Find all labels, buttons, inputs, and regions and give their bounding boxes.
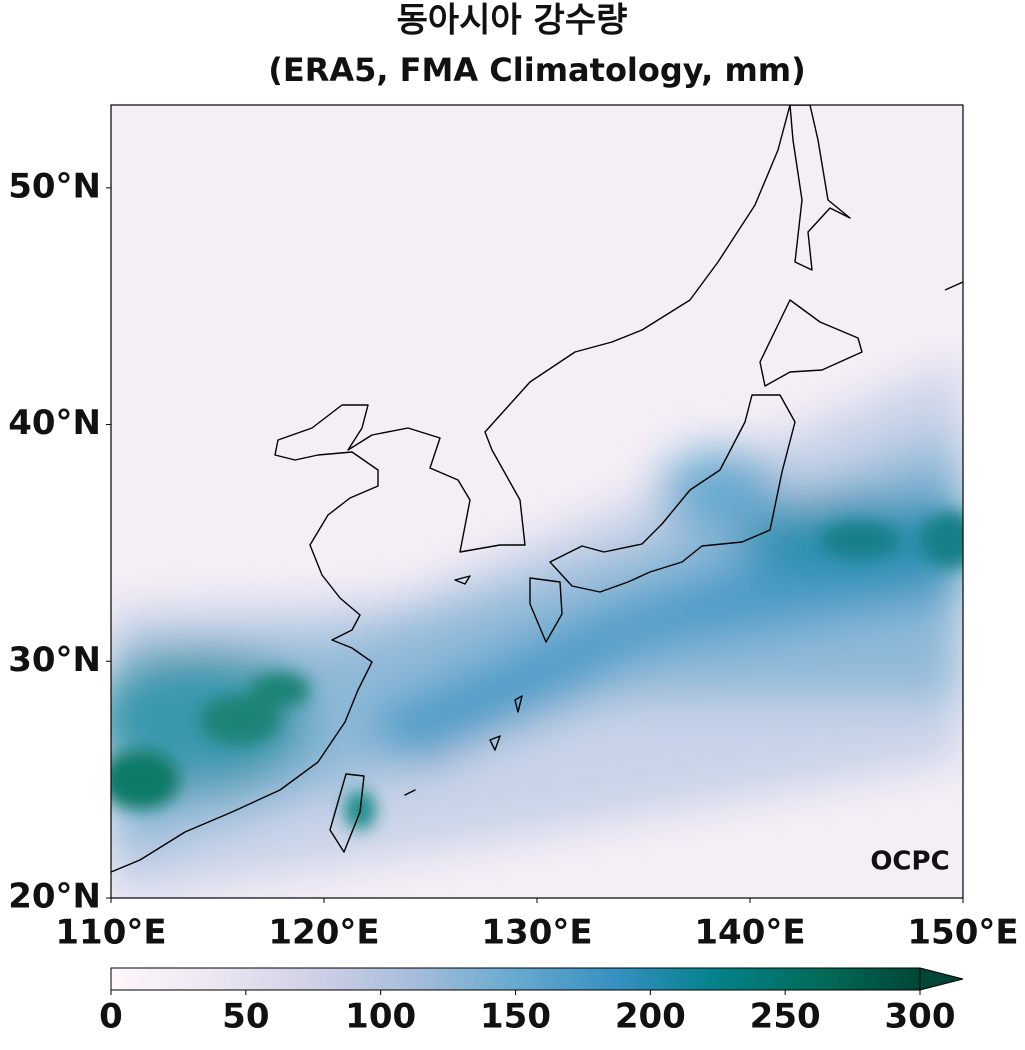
colorbar-body — [110, 967, 921, 991]
subtitle: (ERA5, FMA Climatology, mm) — [268, 51, 806, 89]
colorbar-tick-label: 200 — [615, 997, 686, 1037]
coastline — [549, 394, 796, 593]
x-tick-label: 130°E — [481, 913, 592, 953]
coastline — [789, 105, 851, 271]
coastline — [329, 773, 365, 853]
logo: OCPC — [870, 847, 949, 877]
axes: 110°E 120°E 130°E 140°E 150°E 20°N 30°N 40°N 50°… — [8, 166, 1018, 952]
colorbar-tick-label: 0 — [99, 997, 123, 1037]
y-tick-label: 20°N — [8, 877, 101, 917]
colorbar-tick-label: 250 — [750, 997, 821, 1037]
y-tick-label: 40°N — [8, 403, 101, 443]
y-tick-label: 30°N — [8, 640, 101, 680]
coastline — [529, 577, 563, 643]
title: 동아시아 강수량 — [397, 1, 628, 41]
x-tick-label: 150°E — [907, 913, 1018, 953]
coastline — [759, 299, 863, 387]
colorbar-tick-label: 100 — [345, 997, 416, 1037]
x-tick-label: 110°E — [55, 913, 166, 953]
precip-field — [111, 105, 963, 898]
colorbar-tick-label: 300 — [885, 997, 956, 1037]
x-tick-label: 140°E — [694, 913, 805, 953]
coastlines — [111, 105, 963, 873]
colorbar-tick-label: 50 — [222, 997, 269, 1037]
coastline — [404, 281, 963, 796]
colorbar-tick-label: 150 — [480, 997, 551, 1037]
colorbar-extend — [919, 967, 964, 991]
coastline — [111, 105, 791, 873]
y-tick-label: 50°N — [8, 166, 101, 206]
x-tick-label: 120°E — [268, 913, 379, 953]
colorbar: 0 50 100 150 200 250 300 — [99, 967, 964, 1037]
